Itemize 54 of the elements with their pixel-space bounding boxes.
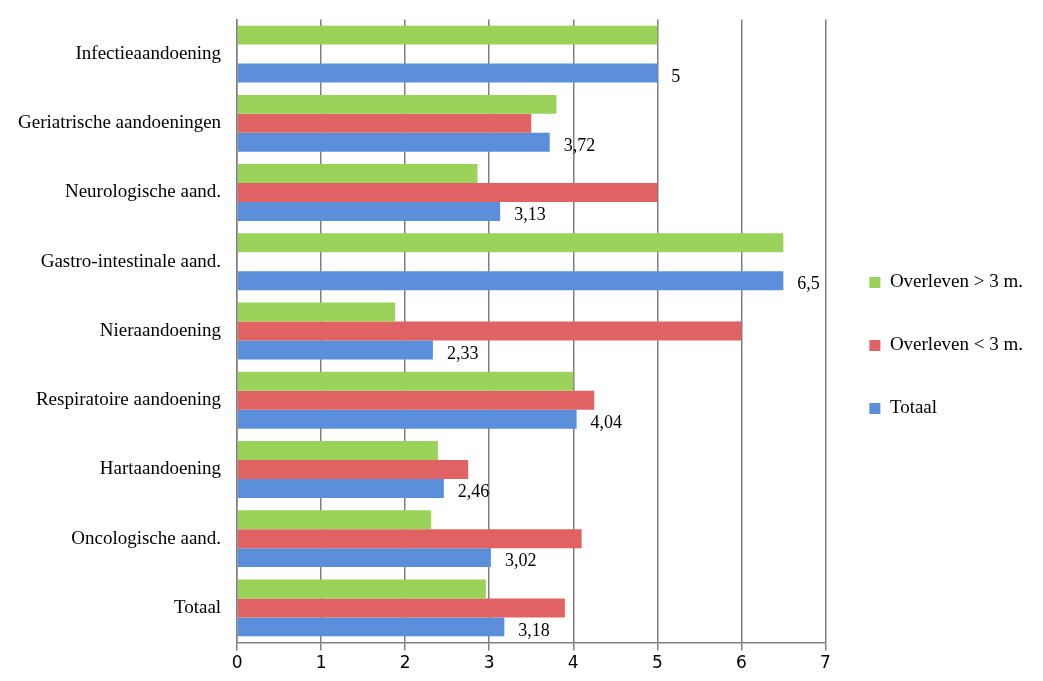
- bar: [237, 340, 433, 360]
- data-label: 3,02: [504, 550, 537, 571]
- bar: [237, 94, 557, 114]
- x-tick-label: 5: [651, 652, 663, 673]
- data-label: 4,04: [590, 411, 623, 432]
- bar: [237, 63, 658, 83]
- data-label: 2,46: [457, 481, 490, 502]
- data-label: 3,72: [563, 134, 596, 155]
- data-label: 3,13: [514, 204, 546, 225]
- x-tick-label: 6: [735, 652, 747, 673]
- bar: [237, 478, 444, 498]
- y-tick-label: Geriatrische aandoeningen: [17, 111, 222, 133]
- x-tick-label: 0: [231, 652, 243, 673]
- bar: [237, 441, 438, 461]
- y-tick-label: Totaal: [173, 595, 222, 617]
- bar: [237, 201, 501, 221]
- y-tick-label: Gastro-intestinale aand.: [40, 249, 222, 271]
- legend-label: Overleven > 3 m.: [889, 270, 1023, 292]
- bar: [237, 132, 550, 152]
- x-tick-label: 3: [483, 652, 495, 673]
- y-tick-label: Neurologische aand.: [64, 180, 222, 202]
- data-label: 5: [671, 65, 681, 86]
- y-tick-label: Hartaandoening: [99, 457, 222, 479]
- bar: [237, 302, 396, 322]
- y-tick-label: Infectieaandoening: [75, 42, 222, 64]
- bar: [237, 164, 478, 184]
- data-label: 2,33: [446, 342, 479, 363]
- bar: [237, 113, 532, 133]
- bar: [237, 598, 565, 618]
- x-tick-label: 2: [399, 652, 411, 673]
- x-tick-label: 1: [315, 652, 327, 673]
- data-label: 3,18: [518, 619, 550, 640]
- bar: [237, 271, 784, 291]
- x-tick-label: 7: [819, 652, 831, 673]
- x-tick-label: 4: [567, 652, 579, 673]
- bar: [237, 579, 486, 599]
- bar: [237, 390, 595, 410]
- bar: [237, 321, 742, 341]
- bar: [237, 510, 432, 530]
- data-label: 6,5: [797, 273, 820, 294]
- bar: [237, 233, 784, 253]
- bar: [237, 617, 505, 637]
- bar: [237, 409, 577, 429]
- bar: [237, 25, 658, 45]
- bar: [237, 183, 658, 202]
- y-tick-label: Oncologische aand.: [71, 526, 222, 548]
- bar: [237, 548, 491, 568]
- y-tick-label: Respiratoire aandoening: [35, 388, 222, 410]
- legend-label: Overleven < 3 m.: [889, 333, 1023, 355]
- bar: [237, 529, 582, 549]
- bar: [237, 371, 574, 391]
- legend-label: Totaal: [889, 396, 938, 418]
- bar: [237, 460, 469, 479]
- y-tick-label: Nieraandoening: [99, 318, 222, 340]
